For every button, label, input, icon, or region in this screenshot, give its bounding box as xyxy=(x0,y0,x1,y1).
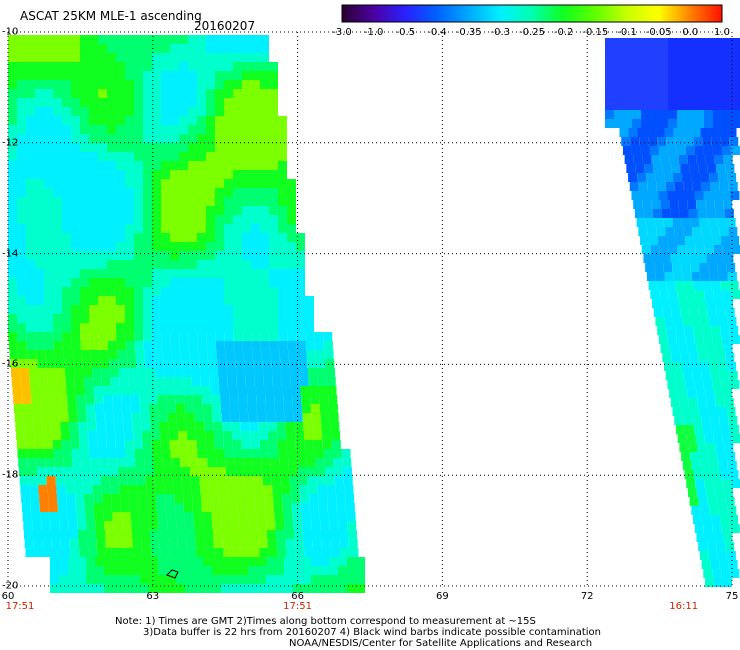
longitude-label: 66 xyxy=(291,591,304,602)
longitude-label: 60 xyxy=(1,591,15,602)
time-label: 17:51 xyxy=(283,601,313,612)
latitude-label: -14 xyxy=(2,248,19,260)
colorbar xyxy=(341,4,723,23)
colorbar-tick-label: -0.15 xyxy=(582,27,609,38)
time-label: 16:11 xyxy=(669,601,699,612)
graticule xyxy=(7,31,733,587)
colorbar-tick-label: -0.5 xyxy=(395,27,416,38)
west-swath xyxy=(8,35,365,593)
colorbar-tick-label: 0.0 xyxy=(682,27,699,38)
latitude-label: -18 xyxy=(2,469,19,481)
colorbar-tick-label: -0.1 xyxy=(617,27,637,38)
longitude-label: 72 xyxy=(580,591,594,602)
note-line-3: NOAA/NESDIS/Center for Satellite Applica… xyxy=(289,638,593,649)
longitude-label: 69 xyxy=(436,591,449,602)
latitude-label: -12 xyxy=(2,137,19,149)
colorbar-tick-label: -3.0 xyxy=(332,27,352,38)
colorbar-gradient xyxy=(341,4,723,23)
latitude-label: -20 xyxy=(2,580,19,592)
map-date: 20160207 xyxy=(194,19,256,33)
latitude-label: -10 xyxy=(2,26,19,38)
map-title: ASCAT 25KM MLE-1 ascending xyxy=(20,9,202,23)
note-line-2: 3)Data buffer is 22 hrs from 20160207 4)… xyxy=(143,627,601,638)
note-line-1: Note: 1) Times are GMT 2)Times along bot… xyxy=(115,616,536,627)
contamination-barb xyxy=(166,569,179,579)
colorbar-tick-label: -0.05 xyxy=(645,27,672,38)
latitude-label: -16 xyxy=(2,358,19,370)
east-swath xyxy=(605,38,740,587)
colorbar-tick-label: 1.0 xyxy=(714,27,730,38)
longitude-label: 75 xyxy=(725,591,739,602)
colorbar-tick-label: -1.0 xyxy=(363,27,384,38)
colorbar-tick-label: -0.2 xyxy=(553,27,574,38)
longitude-label: 63 xyxy=(146,591,160,602)
time-label: 17:51 xyxy=(5,601,35,612)
